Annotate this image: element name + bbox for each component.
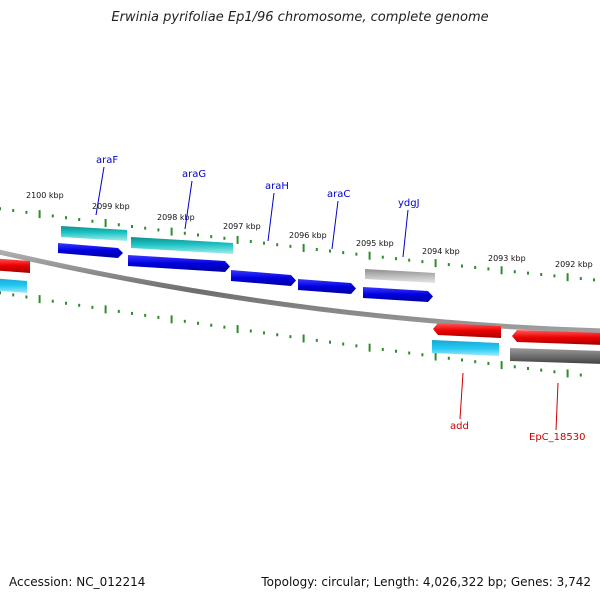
scale-ticks — [0, 207, 595, 378]
label-leader-line — [459, 372, 464, 420]
feature-add-gene[interactable] — [433, 323, 501, 338]
chromosome-backbone — [0, 249, 600, 334]
feature-reverse-gene-edge[interactable] — [0, 258, 30, 273]
feature-araG-cds[interactable] — [131, 237, 233, 254]
feature-araC-gene[interactable] — [298, 279, 356, 294]
label-leader-line — [184, 180, 193, 230]
gene-label-ydgJ[interactable]: ydgJ — [398, 198, 420, 209]
feature-ydgJ-gene[interactable] — [363, 287, 433, 302]
feature-EpC_18530-gene[interactable] — [512, 330, 600, 345]
gene-label-add[interactable]: add — [450, 421, 469, 432]
feature-araF-gene[interactable] — [58, 243, 123, 258]
accession-text: Accession: NC_012214 — [9, 575, 146, 589]
genome-summary-text: Topology: circular; Length: 4,026,322 bp… — [261, 575, 591, 589]
scale-tick-label: 2094 kbp — [422, 247, 460, 256]
gene-label-araC[interactable]: araC — [327, 189, 350, 200]
label-leader-line — [95, 166, 105, 216]
label-leader-line — [267, 192, 275, 242]
feature-araF-cds[interactable] — [61, 226, 127, 241]
label-leader-line — [331, 200, 339, 250]
gene-label-araG[interactable]: araG — [182, 169, 206, 180]
feature-add-cds[interactable] — [432, 340, 499, 356]
scale-tick-label: 2093 kbp — [488, 254, 526, 263]
feature-ydgJ-cds[interactable] — [365, 269, 435, 283]
gene-label-EpC_18530[interactable]: EpC_18530 — [529, 432, 585, 443]
gene-features — [0, 226, 600, 364]
scale-tick-label: 2097 kbp — [223, 222, 261, 231]
feature-EpC_18530-cds[interactable] — [510, 348, 600, 364]
scale-tick-label: 2098 kbp — [157, 213, 195, 222]
map-title: Erwinia pyrifoliae Ep1/96 chromosome, co… — [111, 10, 489, 25]
scale-tick-label: 2095 kbp — [356, 239, 394, 248]
gene-labels: araF araG araH araC ydgJ add EpC_18530 — [95, 155, 585, 443]
scale-tick-labels: 2100 kbp 2099 kbp 2098 kbp 2097 kbp 2096 kbp… — [26, 191, 593, 269]
label-leader-line — [555, 382, 559, 431]
scale-tick-label: 2092 kbp — [555, 260, 593, 269]
gene-label-araH[interactable]: araH — [265, 181, 289, 192]
feature-araH-gene[interactable] — [231, 270, 296, 286]
label-leader-line — [402, 209, 409, 258]
feature-reverse-cds-edge[interactable] — [0, 278, 27, 293]
scale-tick-label: 2096 kbp — [289, 231, 327, 240]
scale-tick-label: 2099 kbp — [92, 202, 130, 211]
gene-label-araF[interactable]: araF — [96, 155, 118, 166]
scale-tick-label: 2100 kbp — [26, 191, 64, 200]
feature-araG-gene[interactable] — [128, 255, 230, 272]
